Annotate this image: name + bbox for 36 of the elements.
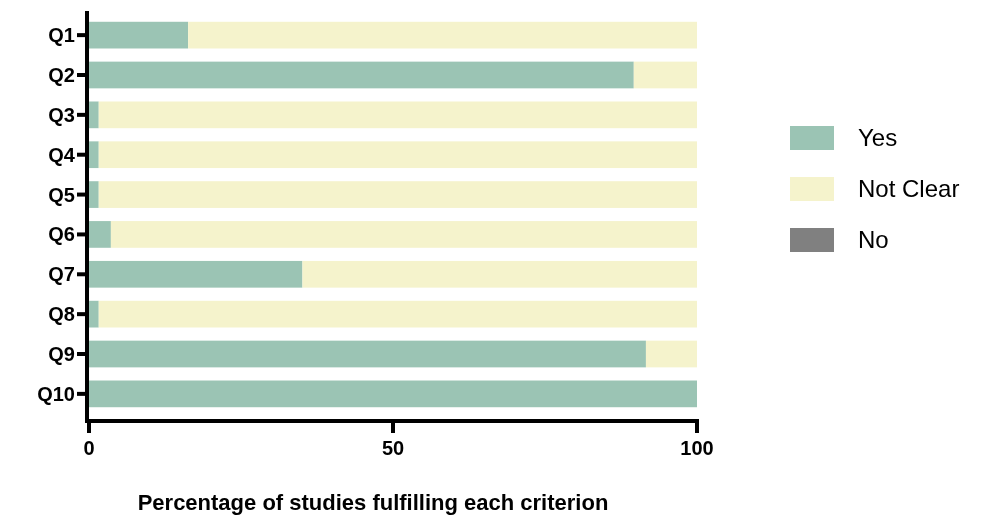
- y-tick-label: Q7: [48, 263, 75, 286]
- y-tick-label: Q9: [48, 343, 75, 366]
- bar: [89, 380, 697, 408]
- y-tick-label: Q6: [48, 223, 75, 246]
- y-tick-label: Q8: [48, 303, 75, 326]
- bar: [98, 181, 697, 208]
- bar: [89, 340, 646, 368]
- bar: [98, 300, 697, 328]
- x-tick-label: 0: [83, 437, 95, 459]
- bar: [633, 61, 697, 89]
- legend-label: No: [858, 226, 889, 254]
- y-tick-label: Q2: [48, 63, 75, 86]
- bar: [110, 221, 697, 248]
- bar: [188, 21, 697, 49]
- bar: [89, 300, 99, 328]
- y-tick-label: Q4: [48, 143, 76, 166]
- x-tick-label: 50: [381, 437, 405, 459]
- bar: [98, 101, 697, 129]
- bar: [89, 181, 99, 208]
- y-tick-label: Q3: [48, 103, 75, 126]
- bar: [89, 260, 303, 288]
- x-axis-title: Percentage of studies fulfilling each criterion: [137, 490, 609, 515]
- bar: [89, 21, 189, 49]
- y-tick-label: Q1: [48, 24, 75, 47]
- bar: [89, 61, 634, 89]
- y-tick-label: Q5: [48, 183, 75, 206]
- bar: [645, 340, 697, 368]
- bar: [98, 141, 697, 169]
- legend-label: Not Clear: [858, 175, 960, 203]
- bar: [302, 260, 697, 288]
- y-tick-label: Q10: [37, 382, 75, 405]
- bar: [89, 141, 99, 169]
- bar: [89, 101, 99, 129]
- legend-label: Yes: [858, 124, 898, 152]
- bar: [89, 221, 111, 248]
- x-tick-label: 100: [680, 437, 714, 459]
